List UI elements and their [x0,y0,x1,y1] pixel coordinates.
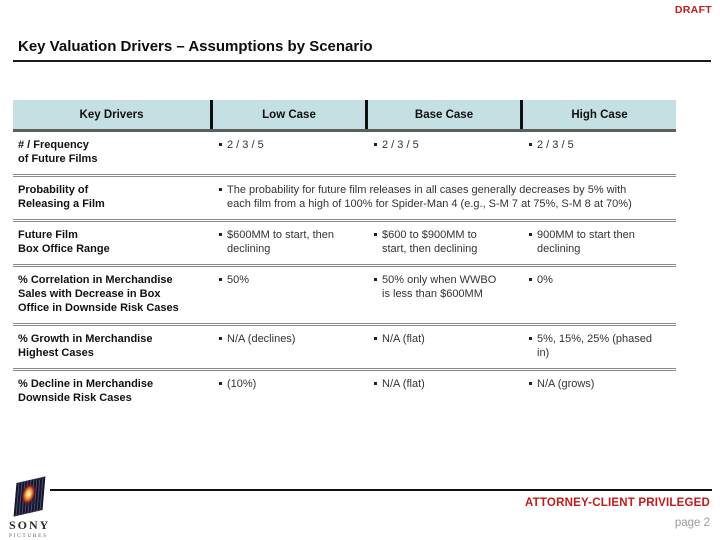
row-label: Probability of Releasing a Film [18,184,105,210]
title-underline [13,60,711,62]
cell-text: 2 / 3 / 5 [382,139,419,151]
page-number: page 2 [674,517,710,529]
column-header-key-drivers: Key Drivers [13,100,210,129]
bullet-icon [374,278,377,281]
cell-text: 2 / 3 / 5 [537,139,574,151]
cell-text: (10%) [227,378,257,390]
table-header-row: Key Drivers Low Case Base Case High Case [13,100,676,132]
privileged-notice: ATTORNEY-CLIENT PRIVILEGED [525,497,710,509]
table-cell: N/A (flat) [365,326,520,368]
table-cell: 2 / 3 / 5 [365,132,520,174]
row-label: % Correlation in Merchandise Sales with … [18,274,179,314]
bullet-icon [374,382,377,385]
page-title: Key Valuation Drivers – Assumptions by S… [18,38,373,55]
cell-text: 5%, 15%, 25% (phased in) [537,333,652,359]
bullet-icon [529,143,532,146]
bullet-icon [529,382,532,385]
row-label: % Decline in Merchandise Downside Risk C… [18,378,154,404]
bullet-icon [374,143,377,146]
logo-brand-text: SONY [9,518,51,532]
cell-text: N/A (flat) [382,333,425,345]
row-label: % Growth in Merchandise Highest Cases [18,333,153,359]
footer-divider [50,489,712,491]
bullet-icon [529,278,532,281]
bullet-icon [374,337,377,340]
cell-text: N/A (declines) [227,333,296,345]
cell-text: N/A (grows) [537,378,595,390]
row-label: Future Film Box Office Range [18,229,110,255]
table-row-correlation: % Correlation in Merchandise Sales with … [13,264,676,323]
assumptions-table: Key Drivers Low Case Base Case High Case… [13,100,676,413]
cell-text: 50% only when WWBO is less than $600MM [382,274,497,300]
sony-pictures-logo-icon [13,476,46,517]
table-row-merch-growth: % Growth in Merchandise Highest Cases N/… [13,323,676,368]
table-cell: 0% [520,267,676,323]
table-cell: 2 / 3 / 5 [210,132,365,174]
sony-pictures-logo: SONY PICTURES [9,476,57,539]
draft-watermark: DRAFT [674,4,712,16]
table-cell: N/A (grows) [520,371,676,413]
bullet-icon [529,337,532,340]
bullet-icon [219,278,222,281]
table-row-box-office-range: Future Film Box Office Range $600MM to s… [13,219,676,264]
table-cell: 900MM to start then declining [520,222,676,264]
table-cell: $600MM to start, then declining [210,222,365,264]
table-cell: 2 / 3 / 5 [520,132,676,174]
bullet-icon [219,337,222,340]
table-cell: 5%, 15%, 25% (phased in) [520,326,676,368]
logo-sub-brand-text: PICTURES [9,533,48,539]
table-cell-spanning: The probability for future film releases… [210,177,676,219]
bullet-icon [219,233,222,236]
cell-text: $600 to $900MM to start, then declining [382,229,478,255]
column-header-base-case: Base Case [365,100,520,129]
column-header-low-case: Low Case [210,100,365,129]
table-cell: N/A (declines) [210,326,365,368]
cell-text: N/A (flat) [382,378,425,390]
table-row-frequency: # / Frequency of Future Films 2 / 3 / 5 … [13,132,676,174]
cell-text: $600MM to start, then declining [227,229,334,255]
bullet-icon [219,188,222,191]
cell-text: 900MM to start then declining [537,229,635,255]
bullet-icon [374,233,377,236]
column-header-high-case: High Case [520,100,676,129]
bullet-icon [219,143,222,146]
cell-text: 50% [227,274,250,286]
table-cell: (10%) [210,371,365,413]
cell-text: 0% [537,274,553,286]
bullet-icon [529,233,532,236]
cell-text: 2 / 3 / 5 [227,139,264,151]
table-cell: $600 to $900MM to start, then declining [365,222,520,264]
bullet-icon [219,382,222,385]
cell-text: The probability for future film releases… [227,184,632,210]
table-row-merch-decline: % Decline in Merchandise Downside Risk C… [13,368,676,413]
table-cell: 50% only when WWBO is less than $600MM [365,267,520,323]
table-cell: N/A (flat) [365,371,520,413]
table-row-probability: Probability of Releasing a Film The prob… [13,174,676,219]
row-label: # / Frequency of Future Films [18,139,98,165]
table-cell: 50% [210,267,365,323]
